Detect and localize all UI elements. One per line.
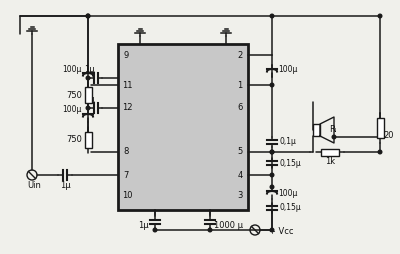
Bar — [84, 132, 92, 148]
Text: 1: 1 — [237, 81, 243, 89]
Circle shape — [86, 76, 90, 80]
Text: 100μ: 100μ — [62, 105, 82, 115]
Circle shape — [270, 83, 274, 87]
Text: 9: 9 — [123, 51, 129, 59]
Bar — [84, 87, 92, 103]
Text: 750: 750 — [66, 135, 82, 145]
Text: 1μ: 1μ — [60, 181, 70, 189]
Circle shape — [332, 135, 336, 139]
Text: 6: 6 — [237, 103, 243, 113]
Text: 100μ: 100μ — [278, 188, 298, 198]
Text: 20: 20 — [384, 132, 394, 140]
Bar — [321, 149, 339, 155]
Circle shape — [270, 185, 274, 189]
Text: 4: 4 — [237, 170, 243, 180]
Bar — [313, 124, 320, 136]
Text: 1μ: 1μ — [84, 65, 94, 73]
Bar — [118, 44, 248, 210]
Circle shape — [86, 14, 90, 18]
Text: 100μ: 100μ — [62, 65, 82, 73]
Circle shape — [86, 106, 90, 110]
Bar — [376, 118, 384, 138]
Text: 0,1μ: 0,1μ — [280, 137, 296, 147]
Text: 7: 7 — [123, 170, 129, 180]
Circle shape — [153, 228, 157, 232]
Circle shape — [86, 14, 90, 18]
Text: 2: 2 — [237, 51, 243, 59]
Text: 1000 μ: 1000 μ — [214, 220, 242, 230]
Text: 0,15μ: 0,15μ — [279, 158, 301, 167]
Text: + Vcc: + Vcc — [269, 227, 294, 235]
Circle shape — [378, 150, 382, 154]
Text: 1μ: 1μ — [138, 220, 148, 230]
Text: Uin: Uin — [27, 181, 41, 189]
Circle shape — [270, 150, 274, 154]
Circle shape — [270, 14, 274, 18]
Text: 11: 11 — [122, 81, 132, 89]
Circle shape — [208, 228, 212, 232]
Text: 100μ: 100μ — [278, 65, 298, 73]
Circle shape — [270, 228, 274, 232]
Text: 750: 750 — [66, 90, 82, 100]
Text: 3: 3 — [237, 190, 243, 199]
Circle shape — [270, 173, 274, 177]
Text: 0,15μ: 0,15μ — [279, 203, 301, 213]
Text: Rₗ: Rₗ — [329, 125, 337, 135]
Text: 10: 10 — [122, 190, 132, 199]
Text: 12: 12 — [122, 103, 132, 113]
Text: 1k: 1k — [325, 157, 335, 167]
Text: 1μ: 1μ — [84, 94, 94, 103]
Circle shape — [378, 14, 382, 18]
Text: 8: 8 — [123, 148, 129, 156]
Circle shape — [270, 150, 274, 154]
Text: 5: 5 — [237, 148, 243, 156]
